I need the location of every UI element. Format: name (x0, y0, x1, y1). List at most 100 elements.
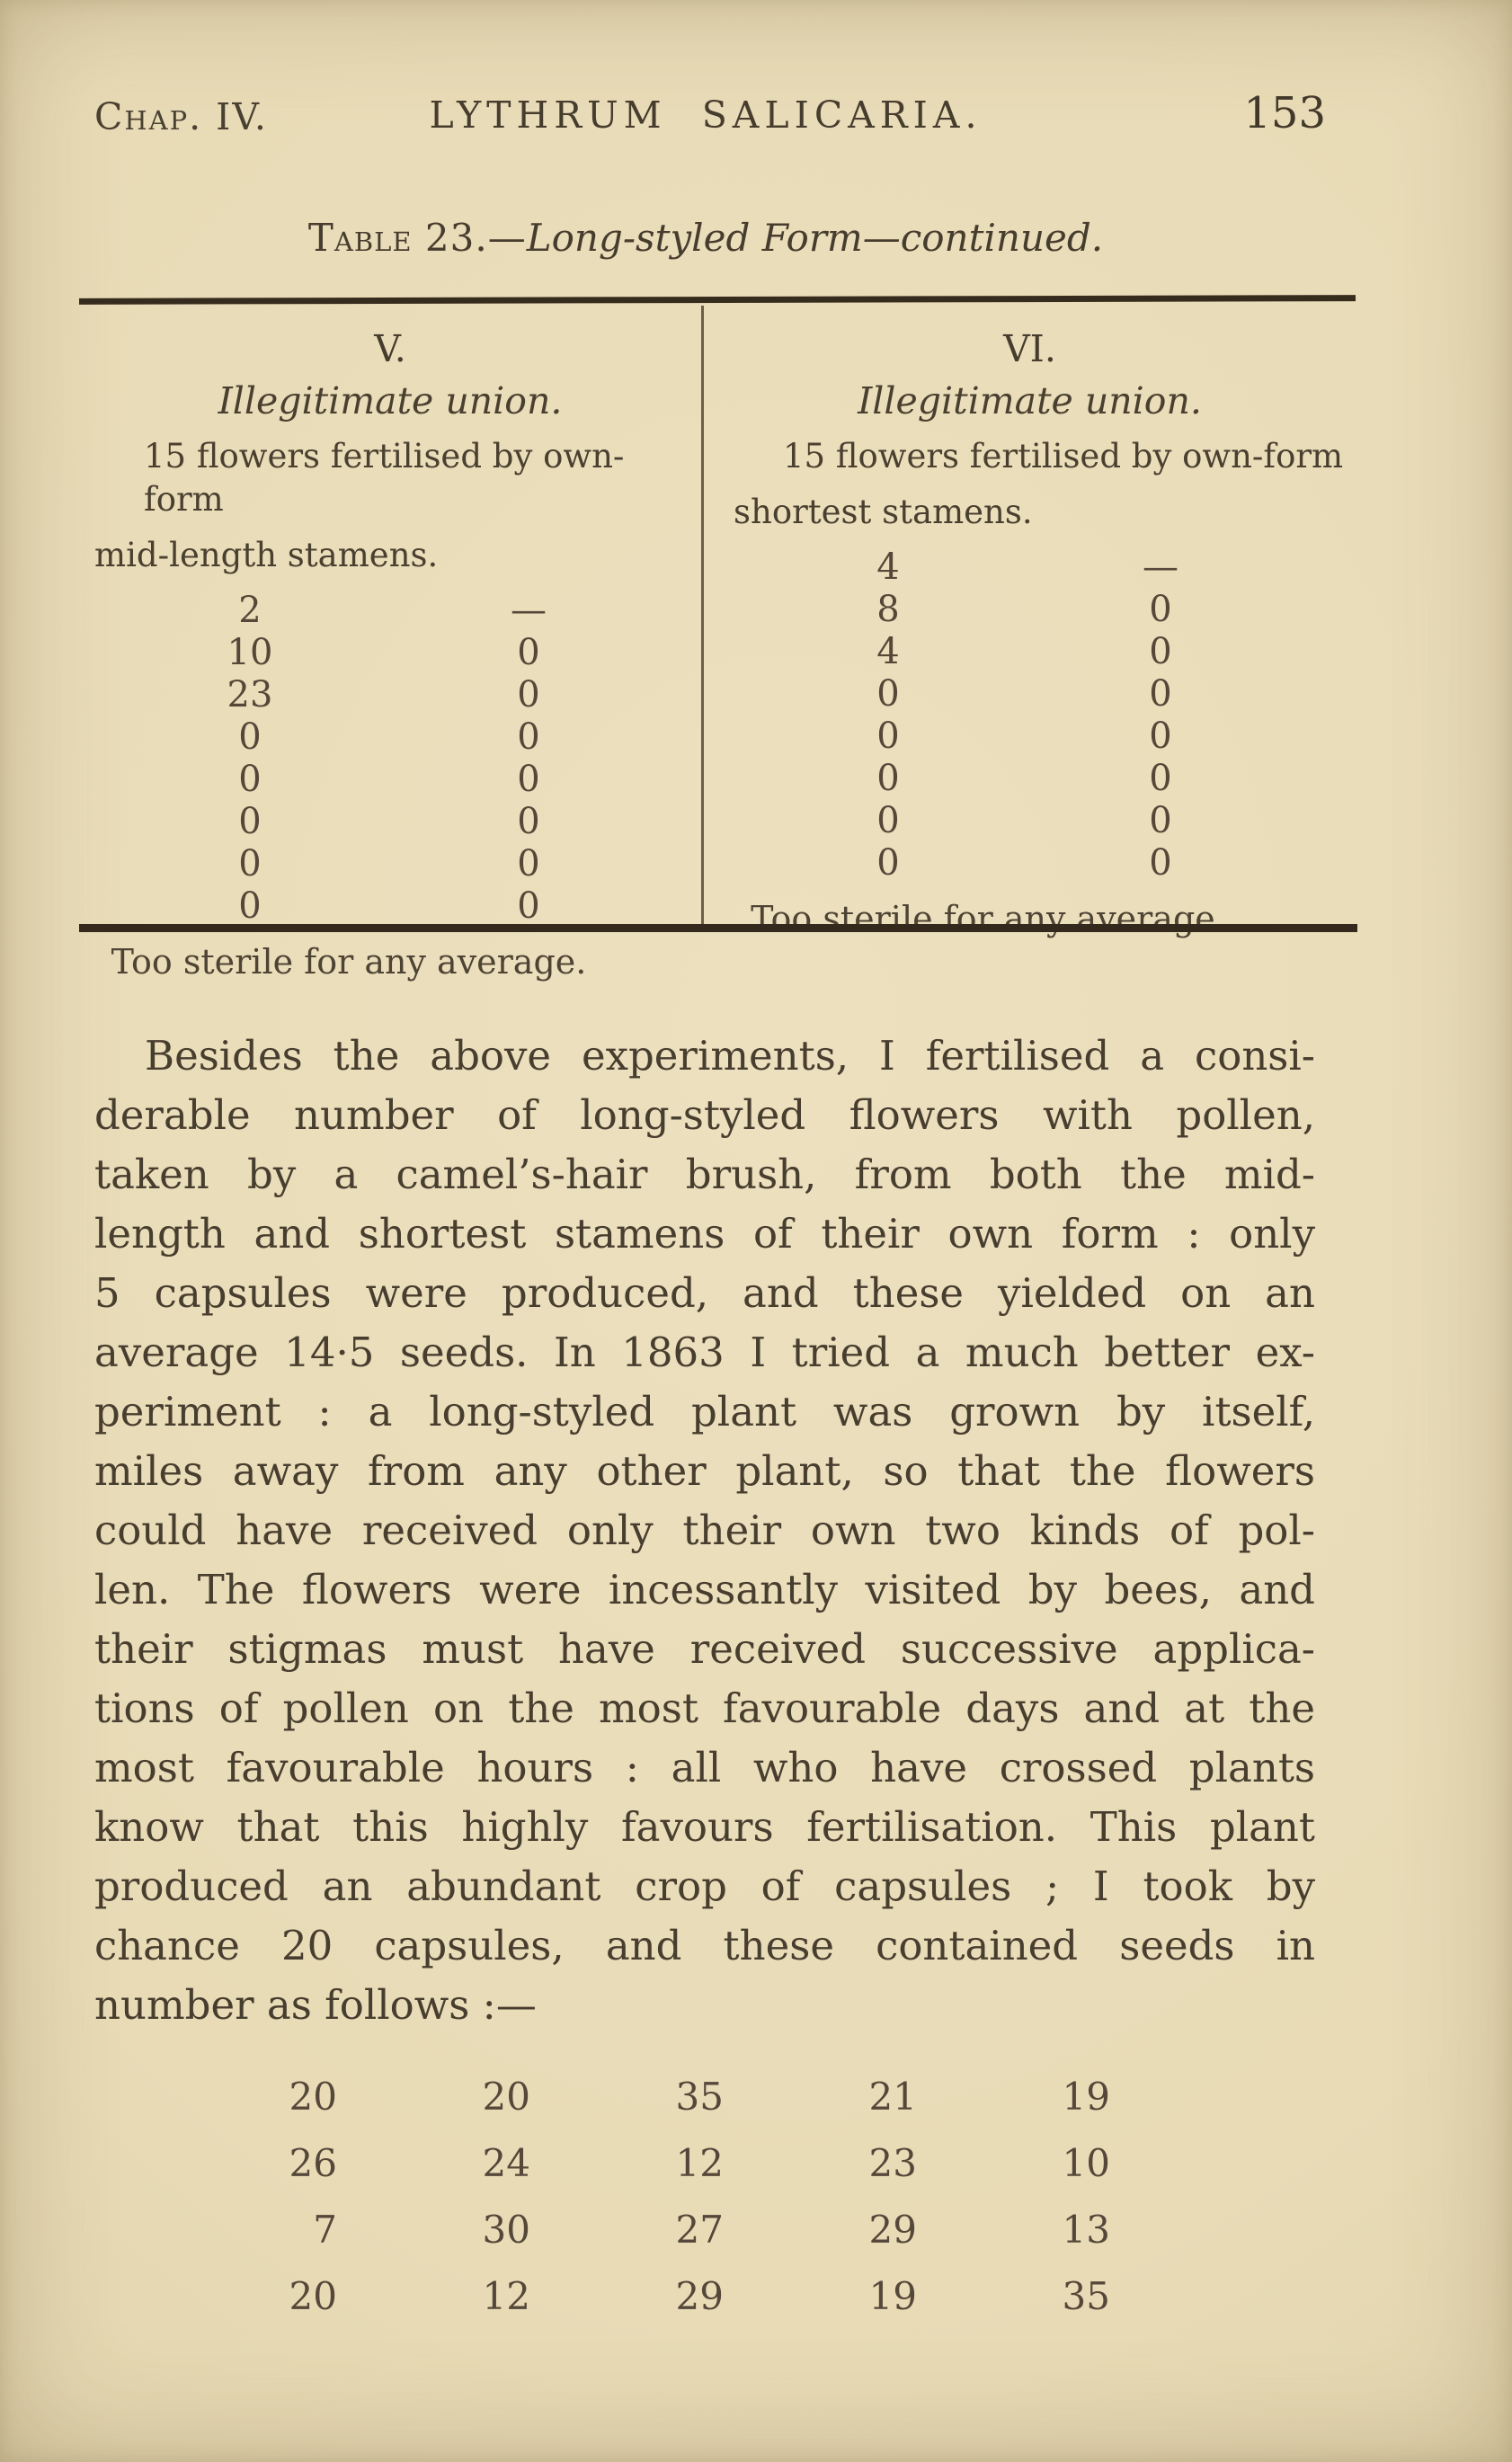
column-footer: Too sterile for any average. (111, 942, 587, 982)
table-cell: 10 (227, 632, 273, 673)
table-column-vi: VI. Illegitimate union. 15 flowers ferti… (704, 311, 1356, 938)
paragraph-line: derable number of long-styled flowers wi… (94, 1091, 1315, 1139)
table-cell: 0 (876, 715, 900, 757)
running-head: Chap. IV. LYTHRUM SALICARIA. 153 (94, 88, 1326, 151)
paragraph-line: periment : a long-styled plant was grown… (94, 1388, 1315, 1435)
seed-count-cell: 19 (868, 2274, 917, 2318)
table-title: Table 23.—Long-styled Form—continued. (94, 216, 1317, 260)
table-cell: — (511, 590, 547, 631)
table-cell: 0 (1149, 715, 1172, 757)
union-label: Illegitimate union. (218, 379, 563, 422)
running-title: LYTHRUM SALICARIA. (429, 93, 983, 137)
table-row: 4— (704, 547, 1356, 589)
seed-count-cell: 12 (675, 2141, 724, 2185)
seed-count-cell: 23 (868, 2141, 917, 2185)
table-cell: 0 (517, 885, 540, 927)
table-row: 2— (79, 590, 701, 632)
table-cell: 4 (876, 631, 900, 672)
paragraph-line: len. The flowers were incessantly visite… (94, 1566, 1315, 1613)
table-cell: 0 (517, 801, 540, 842)
table-cell: 0 (238, 759, 262, 800)
table-cell: 0 (1149, 758, 1172, 799)
table-cell: 0 (238, 885, 262, 927)
table-cell: 0 (1149, 589, 1172, 630)
seed-count-cell: 35 (675, 2075, 724, 2119)
table-cell: 0 (1149, 673, 1172, 715)
table-row: 23 0 (79, 674, 701, 716)
paragraph-line: Besides the above experiments, I fertili… (145, 1032, 1315, 1080)
column-numeral: V. (374, 327, 406, 370)
chapter-label: Chap. IV. (94, 95, 268, 138)
seed-count-cell: 12 (482, 2274, 530, 2318)
table-title-prefix: Table 23.— (307, 216, 527, 260)
seed-count-cell: 13 (1062, 2208, 1110, 2252)
seed-count-cell: 29 (675, 2274, 724, 2318)
column-desc-line1: 15 flowers fertilised by own-form (144, 437, 625, 519)
paragraph-line: miles away from any other plant, so that… (94, 1447, 1315, 1495)
table-column-divider (701, 306, 704, 926)
table-bottom-rule (79, 924, 1357, 932)
table-cell: 23 (227, 674, 273, 715)
table-cell: 0 (876, 758, 900, 799)
table-cell: 0 (1149, 631, 1172, 672)
paragraph-line: tions of pollen on the most favourable d… (94, 1684, 1315, 1732)
seed-count-cell: 19 (1062, 2075, 1110, 2119)
seed-count-cell: 7 (313, 2208, 337, 2252)
seed-count-cell: 26 (289, 2141, 337, 2185)
body-paragraph: Besides the above experiments, I fertili… (94, 1027, 1315, 2035)
seed-count-cell: 20 (482, 2075, 530, 2119)
paragraph-line: most favourable hours : all who have cro… (94, 1744, 1315, 1791)
seed-count-cell: 27 (675, 2208, 724, 2252)
table-cell: 0 (517, 843, 540, 884)
table-title-italic: Long-styled Form—continued. (526, 216, 1104, 260)
table-cell: — (1143, 547, 1178, 588)
table-cell: 0 (1149, 800, 1172, 841)
table-cell: 2 (238, 590, 262, 631)
table-cell: 0 (238, 843, 262, 884)
table-row: 10 0 (79, 632, 701, 674)
table-column-v: V. Illegitimate union. 15 flowers fertil… (79, 311, 701, 982)
paragraph-line: chance 20 capsules, and these contained … (94, 1922, 1315, 1969)
paragraph-line: average 14·5 seeds. In 1863 I tried a mu… (94, 1329, 1315, 1376)
column-numeral: VI. (1003, 327, 1056, 370)
seed-count-cell: 21 (868, 2075, 917, 2119)
table-cell: 0 (876, 842, 900, 884)
column-desc-line2: shortest stamens. (734, 493, 1033, 531)
table-top-rule (78, 295, 1356, 305)
paragraph-line: produced an abundant crop of capsules ; … (94, 1862, 1315, 1910)
union-label: Illegitimate union. (858, 379, 1202, 422)
paragraph-line: taken by a camel’s-hair brush, from both… (94, 1151, 1315, 1198)
table-cell: 0 (517, 632, 540, 673)
paragraph-line: their stigmas must have received success… (94, 1625, 1315, 1673)
paragraph-line: know that this highly favours fertilisat… (94, 1803, 1315, 1851)
table-cell: 8 (876, 589, 900, 630)
column-desc-line2: mid-length stamens. (94, 536, 439, 574)
column-desc-line1: 15 flowers fertilised by own-form (783, 437, 1344, 476)
seed-count-cell: 24 (482, 2141, 530, 2185)
page-number: 153 (1243, 88, 1326, 138)
table-cell: 0 (876, 800, 900, 841)
seed-count-cell: 30 (482, 2208, 530, 2252)
paragraph-line: length and shortest stamens of their own… (94, 1210, 1315, 1258)
column-footer: Too sterile for any average. (751, 899, 1226, 938)
seed-count-cell: 35 (1062, 2274, 1110, 2318)
table-cell: 0 (238, 716, 262, 758)
table-cell: 0 (238, 801, 262, 842)
paragraph-line: number as follows :— (94, 1981, 537, 2029)
table-cell: 4 (876, 547, 900, 588)
table-cell: 0 (517, 759, 540, 800)
table-cell: 0 (517, 716, 540, 758)
paragraph-line: could have received only their own two k… (94, 1507, 1315, 1554)
seed-count-cell: 29 (868, 2208, 917, 2252)
